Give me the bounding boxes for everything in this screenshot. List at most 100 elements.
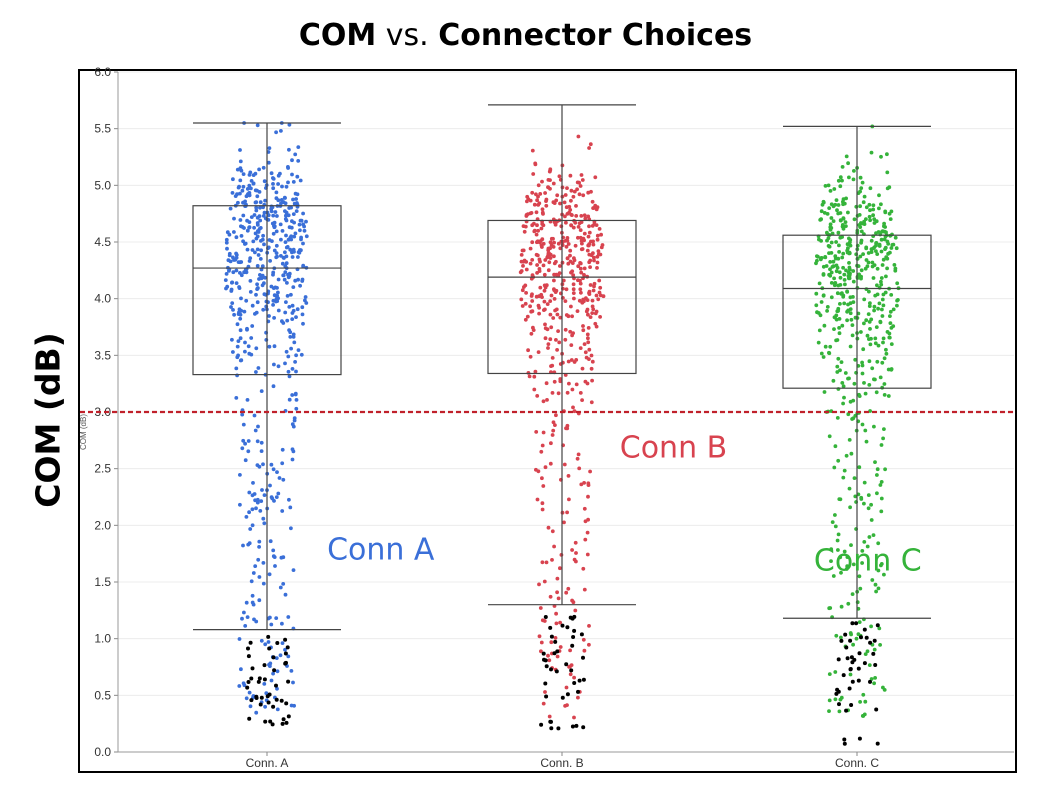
data-point [845, 250, 850, 255]
data-point [295, 174, 300, 179]
data-point [839, 695, 844, 700]
data-point [240, 188, 245, 193]
data-point [589, 353, 594, 358]
data-point [569, 212, 574, 217]
data-point [590, 304, 595, 309]
data-point [533, 369, 538, 374]
data-point [247, 259, 252, 263]
data-point [282, 195, 287, 200]
data-point [288, 335, 293, 339]
data-point [283, 217, 288, 221]
data-point [840, 255, 845, 260]
data-point [576, 225, 581, 229]
data-point [845, 555, 850, 559]
data-point [540, 179, 544, 184]
data-point [294, 209, 299, 214]
data-point [847, 438, 852, 442]
outlier-point [857, 651, 862, 656]
data-point [590, 378, 594, 383]
data-point [261, 561, 266, 565]
data-point [588, 315, 593, 319]
data-point [547, 714, 552, 719]
outlier-point [854, 621, 859, 626]
data-point [245, 615, 250, 619]
data-point [268, 539, 273, 544]
data-point [587, 642, 591, 647]
data-point [231, 270, 236, 275]
data-point [294, 197, 298, 201]
data-point [290, 172, 294, 177]
data-point [253, 428, 258, 433]
outlier-point [271, 704, 276, 709]
data-point [552, 240, 556, 245]
data-point [847, 261, 851, 265]
data-point [558, 264, 562, 268]
data-point [257, 464, 262, 469]
data-point [274, 190, 279, 195]
outlier-point [565, 692, 570, 697]
data-point [889, 342, 894, 346]
data-point [248, 527, 253, 531]
data-point [840, 165, 845, 169]
data-point [242, 309, 247, 314]
data-point [582, 587, 587, 592]
data-point [291, 285, 296, 289]
data-point [250, 507, 255, 512]
data-point [859, 497, 864, 501]
outlier-point [572, 614, 577, 619]
data-point [268, 259, 272, 263]
data-point [857, 394, 862, 398]
data-point [564, 313, 569, 317]
data-point [521, 264, 525, 268]
y-tick-label: 0.5 [94, 688, 111, 702]
data-point [254, 208, 259, 213]
data-point [882, 393, 887, 397]
y-tick-label: 4.5 [94, 235, 111, 249]
outlier-point [569, 668, 574, 673]
data-point [866, 506, 871, 511]
data-point [257, 214, 262, 219]
data-point [821, 272, 826, 276]
data-point [231, 350, 235, 354]
data-point [541, 701, 546, 706]
data-point [565, 238, 570, 243]
data-point [299, 237, 303, 242]
data-point [543, 322, 547, 327]
data-point [252, 617, 256, 622]
data-point [819, 239, 823, 243]
data-point [292, 234, 297, 239]
data-point [566, 242, 571, 246]
data-point [569, 358, 574, 362]
data-point [543, 326, 548, 331]
data-point [833, 281, 838, 285]
data-point [587, 224, 591, 229]
data-point [869, 502, 873, 507]
data-point [581, 566, 586, 571]
outlier-point [245, 685, 250, 690]
data-point [876, 568, 881, 573]
data-point [246, 449, 251, 454]
data-point [532, 202, 537, 207]
data-point [599, 232, 603, 237]
data-point [263, 275, 267, 280]
iqr-box [782, 234, 932, 389]
data-point [286, 654, 291, 659]
data-point [546, 653, 550, 658]
data-point [862, 540, 867, 544]
data-point [535, 223, 539, 228]
data-point [287, 328, 291, 332]
data-point [565, 256, 570, 261]
data-point [858, 586, 863, 591]
data-point [274, 296, 279, 301]
data-point [542, 283, 547, 288]
data-point [545, 398, 549, 402]
data-point [295, 307, 300, 312]
data-point [271, 554, 276, 559]
data-point [289, 292, 293, 297]
data-point [263, 704, 267, 709]
data-point [587, 624, 591, 628]
data-point [886, 367, 891, 372]
data-point [823, 344, 828, 349]
data-point [291, 568, 296, 572]
data-point [570, 548, 574, 552]
